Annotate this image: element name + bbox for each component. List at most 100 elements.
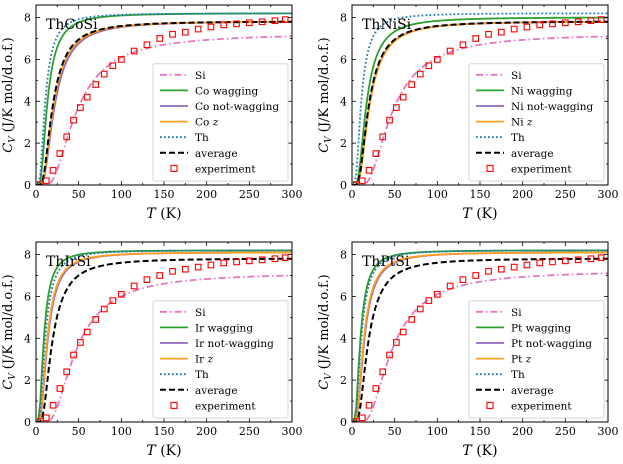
experiment-point [77, 339, 84, 346]
x-tick-label: 0 [33, 188, 40, 201]
experiment-point [207, 261, 215, 269]
experiment-point [109, 62, 117, 70]
x-tick-label: 100 [111, 425, 132, 438]
x-tick-label: 150 [470, 425, 491, 438]
legend-label: average [511, 385, 554, 397]
experiment-point [49, 167, 57, 174]
x-tick-label: 100 [427, 425, 448, 438]
series-line-Si [36, 274, 292, 422]
legend-label: Si [195, 307, 206, 319]
experiment-point [510, 263, 518, 271]
experiment-point [281, 16, 289, 24]
legend-label: Pt z [511, 354, 532, 366]
panel-thcosi: 0 50 100 150 200 250 300 0 2 4 6 8 ThCoSi T (K) CV (J/K… [1, 4, 303, 222]
x-tick-label: 200 [512, 188, 533, 201]
x-tick-label: 0 [349, 188, 356, 201]
plot-area [352, 12, 608, 185]
series-line-Th [352, 249, 608, 422]
legend-marker [170, 401, 178, 409]
y-tick-label: 8 [340, 12, 347, 25]
legend-label: Co not-wagging [195, 101, 279, 113]
y-tick-label: 2 [340, 137, 347, 150]
panel-title: ThNiSi [362, 17, 412, 33]
series-line-Th [352, 12, 608, 185]
legend-label: Ir wagging [195, 322, 253, 334]
experiment-point [365, 167, 373, 174]
plot-area [36, 12, 292, 185]
experiment-point [63, 133, 71, 141]
experiment-point [587, 17, 595, 25]
y-tick-label: 0 [340, 179, 347, 192]
experiment-point [143, 276, 151, 284]
series-line-average [36, 257, 292, 422]
experiment-point [393, 339, 400, 346]
experiment-point [143, 41, 151, 49]
x-tick-label: 50 [388, 188, 402, 201]
y-axis-unit: (J/K mol/d.o.f.) [317, 274, 332, 369]
legend-marker [486, 164, 494, 172]
y-axis-sub: V [324, 135, 334, 143]
y-tick-label: 2 [24, 374, 31, 387]
panel-title: ThCoSi [46, 17, 98, 33]
experiment-point [399, 93, 407, 101]
series-line-Si [352, 35, 608, 185]
legend-item-Si: Si [476, 70, 522, 82]
x-tick-label: 200 [512, 425, 533, 438]
experiment-point [433, 56, 441, 63]
experiment-point [399, 328, 407, 336]
x-tick-label: 50 [388, 425, 402, 438]
panel-thptsi: 0 50 100 150 200 250 300 0 2 4 6 8 ThPtSi T (K) CV (J/K… [317, 241, 619, 459]
legend-label: Co wagging [195, 85, 259, 97]
y-axis-sub: V [8, 135, 18, 143]
experiment-point [372, 385, 380, 392]
legend-item-Si: Si [160, 307, 206, 319]
x-tick-label: 250 [239, 425, 260, 438]
legend: Si Pt wagging Pt not-wagging Pt z Th average e… [468, 300, 605, 419]
x-tick-label: 0 [33, 425, 40, 438]
experiment-point [459, 276, 467, 284]
experiment-point [497, 265, 505, 273]
y-tick-label: 2 [24, 137, 31, 150]
x-tick-label: 250 [239, 188, 260, 201]
legend-item-experiment: experiment [170, 163, 256, 175]
experiment-point [258, 256, 266, 264]
legend-item-experiment: experiment [486, 400, 572, 412]
plot-area [36, 249, 292, 422]
legend-item-notwagging: Ni not-wagging [476, 101, 594, 113]
experiment-point [416, 70, 424, 78]
y-tick-label: 6 [340, 53, 347, 66]
experiment-point [56, 385, 64, 392]
legend-item-z: Pt z [476, 354, 532, 366]
y-axis-var: C [1, 380, 16, 390]
experiment-point [425, 62, 433, 70]
x-axis-label: T (K) [146, 206, 181, 222]
experiment-point [510, 25, 518, 33]
legend-label: Ni z [511, 117, 533, 129]
panel-title: ThPtSi [362, 254, 410, 270]
y-tick-label: 6 [24, 290, 31, 303]
x-tick-label: 150 [154, 425, 175, 438]
experiment-point [169, 30, 176, 38]
experiment-point [130, 47, 138, 55]
y-axis-label: CV (J/K mol/d.o.f.) [1, 274, 18, 389]
experiment-point [245, 257, 253, 265]
legend-item-notwagging: Co not-wagging [160, 101, 279, 113]
experiment-point [42, 177, 50, 185]
legend-box [152, 63, 289, 182]
experiment-point [425, 297, 433, 304]
x-tick-label: 0 [349, 425, 356, 438]
y-tick-label: 2 [340, 374, 347, 387]
y-axis-sub: V [8, 372, 18, 380]
x-tick-label: 300 [598, 188, 619, 201]
legend-item-wagging: Ir wagging [160, 322, 253, 334]
experiment-point [393, 104, 400, 111]
legend-box [152, 300, 289, 419]
legend-label: average [195, 148, 238, 160]
experiment-point [386, 351, 393, 359]
x-axis-unit: (K) [156, 443, 182, 459]
legend: Si Ni wagging Ni not-wagging Ni z Th average e… [468, 63, 605, 182]
legend-item-wagging: Co wagging [160, 85, 259, 97]
x-axis-var: T [462, 206, 473, 222]
y-tick-label: 6 [24, 53, 31, 66]
